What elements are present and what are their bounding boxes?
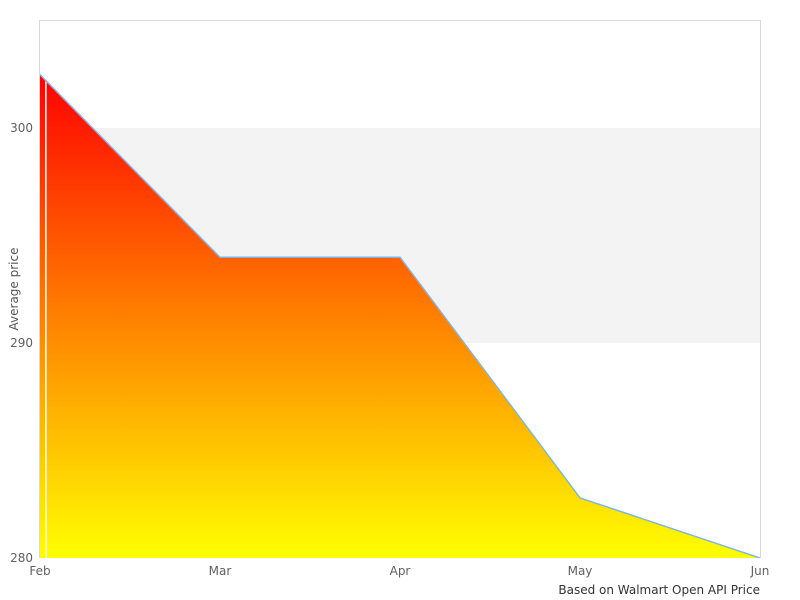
y-tick-label: 280 [10, 551, 33, 565]
y-tick-label: 300 [10, 121, 33, 136]
x-tick-label: Mar [208, 564, 232, 578]
area-fill [40, 74, 760, 558]
x-tick-label: May [567, 564, 593, 578]
y-tick-label: 290 [10, 336, 33, 351]
area-left-gap-line [45, 81, 47, 558]
chart-caption: Based on Walmart Open API Price [558, 583, 760, 597]
x-tick-label: Apr [389, 564, 411, 578]
y-axis-title: Average price [7, 247, 21, 331]
x-tick-label: Feb [29, 564, 51, 578]
x-tick-label: Jun [750, 564, 770, 578]
series-line [40, 73, 760, 558]
plot-area [39, 20, 761, 558]
area-series-svg [40, 73, 760, 558]
